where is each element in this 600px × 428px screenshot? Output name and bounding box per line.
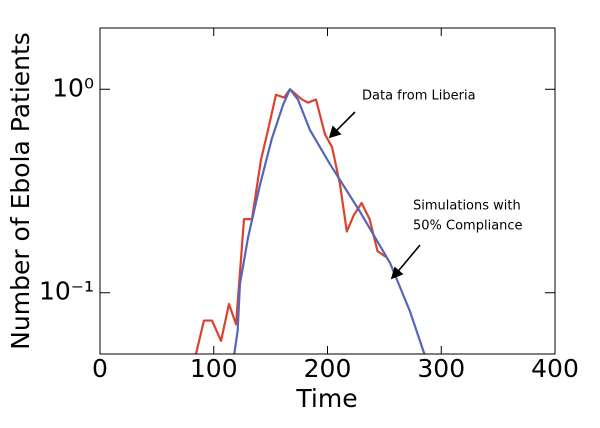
data-line <box>233 88 426 354</box>
plot-lines <box>194 88 426 354</box>
annotation: Simulations with <box>413 199 521 214</box>
y-axis-label: Number of Ebola Patients <box>6 32 35 350</box>
annotation: 50% Compliance <box>413 219 523 234</box>
arrowhead <box>390 266 404 280</box>
y-tick-label: 10⁰ <box>52 73 94 102</box>
x-tick-label: 0 <box>92 354 108 383</box>
arrow <box>394 244 421 276</box>
x-tick-label: 100 <box>190 354 238 383</box>
arrows <box>328 111 421 280</box>
x-tick-label: 400 <box>531 354 579 383</box>
x-tick-label: 200 <box>304 354 352 383</box>
x-axis-label: Time <box>295 384 357 413</box>
annotation: Data from Liberia <box>362 89 476 104</box>
y-tick-label: 10⁻¹ <box>39 277 94 306</box>
arrowhead <box>328 125 342 139</box>
x-tick-label: 300 <box>417 354 465 383</box>
